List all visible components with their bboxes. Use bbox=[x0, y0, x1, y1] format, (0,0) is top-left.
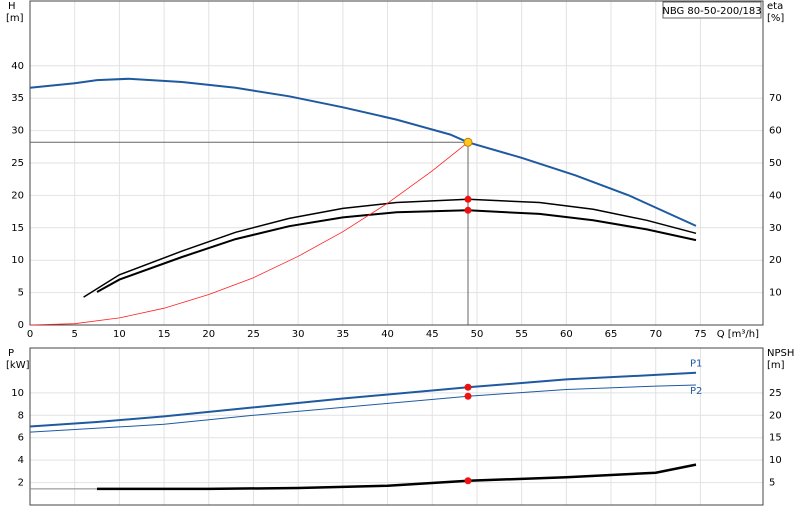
y-tick-label: 4 bbox=[18, 455, 24, 466]
marker bbox=[464, 206, 472, 214]
y2-tick-label: 10 bbox=[769, 288, 782, 299]
y-tick-label: 30 bbox=[11, 126, 24, 137]
y2-axis-label: eta bbox=[767, 1, 783, 12]
y2-tick-label: 40 bbox=[769, 190, 782, 201]
x-tick-label: 60 bbox=[560, 329, 573, 340]
y2-tick-label: 60 bbox=[769, 126, 782, 137]
y2-axis-unit: [%] bbox=[767, 13, 784, 24]
x-tick-label: 75 bbox=[694, 329, 707, 340]
x-tick-label: 40 bbox=[381, 329, 394, 340]
y2-tick-label: 25 bbox=[769, 388, 782, 399]
y-tick-label: 25 bbox=[11, 158, 24, 169]
y-axis-unit: [m] bbox=[6, 13, 24, 24]
y2-tick-label: 10 bbox=[769, 455, 782, 466]
y2-tick-label: 20 bbox=[769, 410, 782, 421]
x-tick-label: 70 bbox=[649, 329, 662, 340]
y-tick-label: 2 bbox=[18, 478, 24, 489]
model-label: NBG 80-50-200/183 bbox=[662, 6, 761, 17]
curve bbox=[29, 371, 697, 428]
curve bbox=[83, 198, 697, 298]
x-tick-label: 55 bbox=[515, 329, 528, 340]
y2-tick-label: 15 bbox=[769, 433, 782, 444]
curve-label: P2 bbox=[690, 386, 702, 397]
y-tick-label: 0 bbox=[18, 320, 24, 331]
y2-axis-label: NPSH bbox=[767, 348, 794, 359]
y-tick-label: 35 bbox=[11, 93, 24, 104]
curve-label: P1 bbox=[690, 359, 702, 370]
model-box bbox=[662, 1, 762, 19]
x-tick-label: 45 bbox=[426, 329, 439, 340]
curve bbox=[29, 141, 469, 326]
y2-tick-label: 20 bbox=[769, 255, 782, 266]
y2-tick-label: 70 bbox=[769, 93, 782, 104]
y-axis-label: P bbox=[8, 348, 14, 359]
marker bbox=[464, 392, 472, 400]
plot-frame bbox=[29, 347, 764, 506]
y-tick-label: 40 bbox=[11, 61, 24, 72]
curve bbox=[97, 463, 697, 491]
x-tick-label: 35 bbox=[336, 329, 349, 340]
duty-point bbox=[463, 137, 473, 147]
y2-axis-unit: [m] bbox=[767, 360, 785, 371]
y-tick-label: 6 bbox=[18, 433, 24, 444]
y-axis-unit: [kW] bbox=[6, 360, 30, 371]
curve bbox=[96, 209, 697, 293]
y-tick-label: 10 bbox=[11, 388, 24, 399]
y-tick-label: 15 bbox=[11, 223, 24, 234]
y-axis-label: H bbox=[8, 1, 16, 12]
x-tick-label: 15 bbox=[158, 329, 171, 340]
x-tick-label: 0 bbox=[27, 329, 33, 340]
y2-tick-label: 30 bbox=[769, 223, 782, 234]
x-tick-label: 25 bbox=[247, 329, 260, 340]
x-tick-label: 5 bbox=[72, 329, 78, 340]
x-tick-label: 30 bbox=[292, 329, 305, 340]
y2-tick-label: 5 bbox=[769, 478, 775, 489]
y-tick-label: 10 bbox=[11, 255, 24, 266]
x-tick-label: 50 bbox=[471, 329, 484, 340]
y-tick-label: 5 bbox=[18, 288, 24, 299]
x-tick-label: 20 bbox=[202, 329, 215, 340]
y2-tick-label: 50 bbox=[769, 158, 782, 169]
plot-frame bbox=[29, 0, 764, 326]
y-tick-label: 20 bbox=[11, 190, 24, 201]
curve bbox=[29, 77, 697, 227]
curve bbox=[29, 384, 697, 433]
marker bbox=[464, 195, 472, 203]
marker bbox=[464, 383, 472, 391]
y-tick-label: 8 bbox=[18, 410, 24, 421]
x-tick-label: 65 bbox=[605, 329, 618, 340]
x-tick-label: 10 bbox=[113, 329, 126, 340]
x-axis-label: Q [m³/h] bbox=[717, 329, 759, 340]
marker bbox=[464, 477, 472, 485]
